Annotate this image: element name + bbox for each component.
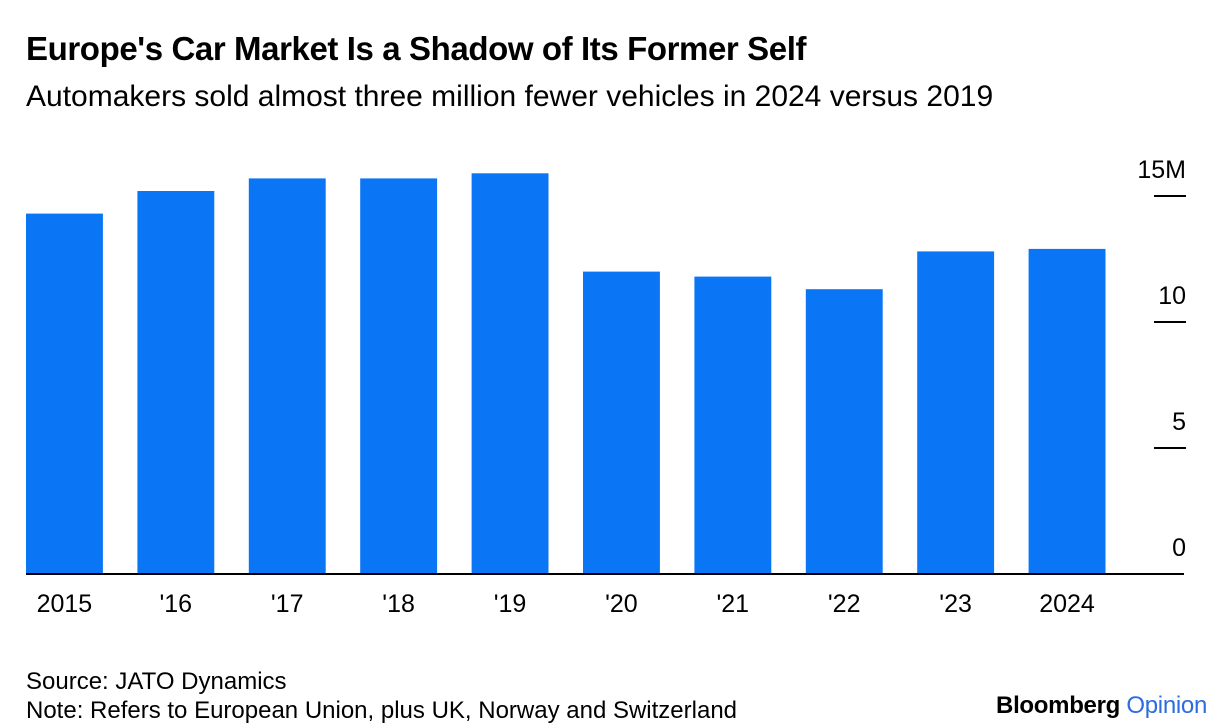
- y-tick-label: 0: [1172, 534, 1186, 562]
- chart-subtitle: Automakers sold almost three million few…: [26, 80, 994, 113]
- x-tick-label: 2015: [37, 590, 93, 618]
- x-tick-label: '17: [271, 590, 304, 618]
- footnote: Note: Refers to European Union, plus UK,…: [26, 697, 738, 724]
- brand-section: Opinion: [1126, 692, 1207, 719]
- bar-2: [248, 178, 326, 574]
- x-tick-label: '22: [828, 590, 861, 618]
- x-tick-label: '21: [717, 590, 750, 618]
- x-tick-label: 2024: [1039, 590, 1095, 618]
- bar-8: [917, 251, 995, 574]
- bar-4: [471, 173, 549, 575]
- y-tick-label: 5: [1172, 408, 1186, 436]
- y-tick-label: 10: [1158, 282, 1186, 310]
- bar-0: [26, 213, 103, 574]
- x-tick-label: '23: [939, 590, 972, 618]
- source-note: Source: JATO Dynamics: [26, 668, 287, 695]
- bar-9: [1028, 248, 1106, 574]
- bar-6: [694, 276, 772, 574]
- y-tick-label: 15M: [1137, 156, 1186, 184]
- bar-5: [583, 271, 660, 574]
- bloomberg-opinion-logo: Bloomberg Opinion: [996, 692, 1207, 720]
- x-tick-label: '20: [605, 590, 638, 618]
- chart-title: Europe's Car Market Is a Shadow of Its F…: [26, 30, 807, 67]
- bar-7: [805, 289, 883, 574]
- brand-name: Bloomberg: [996, 692, 1120, 719]
- x-tick-label: '19: [494, 590, 527, 618]
- bar-1: [137, 191, 215, 574]
- x-tick-label: '18: [382, 590, 415, 618]
- bar-3: [360, 178, 438, 574]
- bar-chart: 2015 '16 '17 '18 '19 '20 '21 '22 '23 2024 0 5 10 15M: [26, 156, 1186, 618]
- x-tick-label: '16: [160, 590, 193, 618]
